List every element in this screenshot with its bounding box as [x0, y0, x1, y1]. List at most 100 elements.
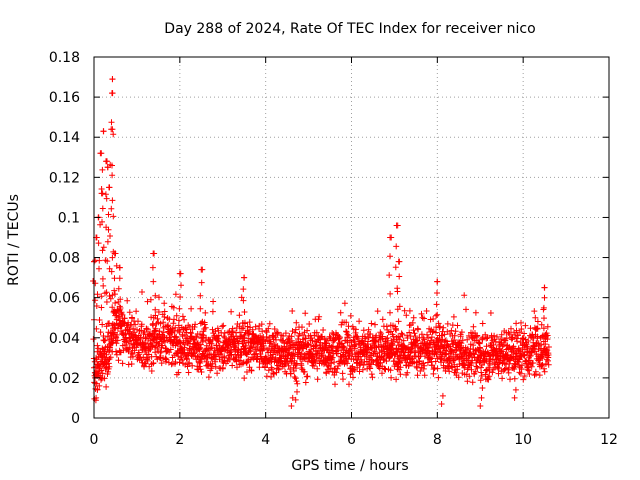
data-point	[128, 361, 135, 367]
data-point	[445, 362, 452, 369]
data-point	[238, 294, 245, 301]
data-point	[346, 352, 353, 359]
data-point	[197, 344, 204, 351]
data-point	[126, 309, 133, 316]
data-point	[516, 356, 523, 363]
data-point	[410, 327, 417, 334]
data-point	[334, 350, 341, 357]
data-point	[513, 327, 520, 334]
data-point	[94, 368, 101, 375]
data-point	[257, 332, 264, 339]
data-point	[113, 351, 120, 358]
data-point	[191, 324, 198, 330]
data-point	[268, 366, 275, 373]
data-point	[398, 330, 405, 337]
data-point	[466, 373, 473, 380]
data-point	[347, 312, 354, 319]
data-point	[388, 374, 395, 381]
data-point	[540, 325, 547, 332]
data-point	[111, 287, 118, 294]
data-point	[116, 264, 123, 271]
data-point	[148, 368, 155, 374]
data-point	[124, 297, 131, 304]
x-tick-label: 8	[433, 432, 442, 448]
data-point	[484, 334, 491, 341]
data-point	[433, 324, 440, 331]
data-point	[176, 329, 183, 336]
data-point	[421, 372, 428, 379]
data-point	[152, 292, 159, 299]
data-point	[92, 297, 99, 304]
data-point	[542, 335, 549, 342]
data-point	[112, 300, 119, 306]
data-point	[505, 329, 512, 336]
data-point	[435, 374, 442, 381]
data-point	[532, 314, 539, 321]
data-point	[244, 369, 250, 375]
x-tick-label: 0	[90, 432, 99, 448]
data-point	[209, 308, 216, 315]
data-point	[432, 329, 439, 336]
y-tick-label: 0.04	[49, 331, 80, 347]
data-point	[391, 338, 397, 345]
data-point	[198, 266, 205, 273]
data-point	[177, 294, 184, 300]
data-point	[412, 333, 419, 340]
y-tick-label: 0.14	[49, 130, 80, 146]
data-point	[199, 331, 206, 338]
data-point	[215, 338, 222, 345]
data-point	[294, 380, 301, 387]
x-tick-label: 6	[347, 432, 356, 448]
data-point	[109, 304, 116, 311]
data-point	[411, 330, 418, 337]
data-point	[521, 373, 528, 379]
data-point	[242, 320, 248, 327]
data-point	[103, 195, 110, 202]
data-point	[451, 356, 458, 363]
data-point	[272, 334, 279, 341]
data-point	[401, 307, 408, 314]
data-point	[434, 278, 441, 285]
data-point	[156, 294, 162, 301]
x-tick-label: 12	[600, 432, 618, 448]
data-point	[106, 184, 112, 191]
data-point	[97, 150, 104, 157]
data-point	[103, 299, 110, 305]
data-point	[192, 321, 199, 328]
y-tick-label: 0.1	[58, 210, 80, 226]
data-point	[540, 304, 547, 311]
data-point	[377, 359, 384, 366]
data-point	[99, 370, 106, 377]
data-point	[170, 320, 177, 327]
data-point	[434, 335, 441, 342]
data-point	[313, 329, 320, 336]
data-point	[472, 368, 479, 375]
data-point	[399, 331, 406, 338]
data-point	[534, 325, 541, 332]
data-point	[94, 386, 101, 393]
data-point	[477, 345, 484, 352]
data-point	[106, 293, 113, 299]
data-point	[105, 226, 112, 233]
data-point	[196, 363, 203, 370]
data-point	[101, 375, 108, 382]
x-tick-label: 10	[514, 432, 532, 448]
data-point	[498, 347, 505, 354]
data-point	[289, 308, 296, 314]
data-point	[384, 339, 391, 346]
data-point	[238, 325, 245, 332]
data-point	[440, 324, 447, 331]
data-point	[346, 381, 352, 388]
data-point	[421, 362, 428, 369]
data-point	[132, 321, 139, 328]
data-point	[350, 374, 356, 381]
data-point	[478, 373, 485, 379]
x-tick-label: 2	[175, 432, 184, 448]
data-point	[108, 335, 115, 342]
data-point	[202, 324, 209, 331]
data-point	[155, 309, 162, 315]
data-point	[93, 303, 100, 309]
data-point	[531, 308, 538, 315]
data-point	[109, 254, 116, 261]
